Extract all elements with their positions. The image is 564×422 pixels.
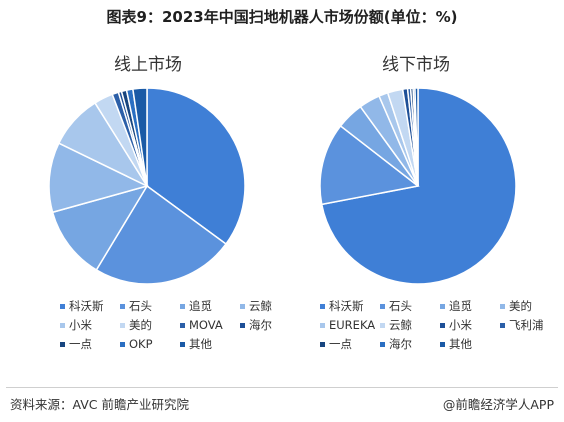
footer-divider xyxy=(6,387,558,388)
offline-legend-swatch-0 xyxy=(320,303,325,309)
online-legend-item-5: 美的 xyxy=(120,317,180,333)
offline-slice-1 xyxy=(319,124,420,206)
offline-legend-swatch-10 xyxy=(440,341,445,347)
offline-legend-swatch-9 xyxy=(380,341,385,347)
offline-market-legend: 科沃斯 石头 追觅 美的 EUREKA 云鲸 小米 飞利浦一点 海尔 其他 xyxy=(320,298,564,352)
online-legend-swatch-9 xyxy=(120,341,125,347)
online-slice-1 xyxy=(95,184,228,285)
online-legend-item-2: 追觅 xyxy=(180,298,240,314)
online-legend-label-9: OKP xyxy=(129,337,153,351)
offline-legend-swatch-6 xyxy=(440,322,445,328)
offline-legend-swatch-7 xyxy=(500,322,505,328)
offline-legend-label-9: 海尔 xyxy=(389,337,412,351)
offline-legend-item-4: EUREKA xyxy=(320,317,380,333)
offline-legend-item-5: 云鲸 xyxy=(380,317,440,333)
online-legend-swatch-7 xyxy=(240,322,245,328)
online-legend-item-3: 云鲸 xyxy=(240,298,300,314)
offline-legend-label-1: 石头 xyxy=(389,299,412,313)
offline-legend-label-2: 追觅 xyxy=(449,299,472,313)
source-note: 资料来源：AVC 前瞻产业研究院 xyxy=(10,397,190,412)
online-legend-label-10: 其他 xyxy=(189,337,212,351)
offline-legend-swatch-3 xyxy=(500,303,505,309)
online-market-title: 线上市场 xyxy=(114,55,182,75)
credit-note: @前瞻经济学人APP xyxy=(442,397,554,412)
offline-legend-label-0: 科沃斯 xyxy=(329,299,364,313)
offline-legend-label-7: 飞利浦 xyxy=(509,318,544,332)
online-legend-label-2: 追觅 xyxy=(189,299,212,313)
offline-legend-item-1: 石头 xyxy=(380,298,440,314)
online-legend-item-9: OKP xyxy=(120,336,180,352)
online-legend-swatch-6 xyxy=(180,322,185,328)
offline-legend-item-3: 美的 xyxy=(500,298,560,314)
online-slice-2 xyxy=(51,184,149,271)
online-legend-label-0: 科沃斯 xyxy=(69,299,104,313)
online-legend-label-7: 海尔 xyxy=(249,318,272,332)
offline-legend-item-9: 海尔 xyxy=(380,336,440,352)
offline-legend-label-6: 小米 xyxy=(449,318,472,332)
online-slice-3 xyxy=(48,142,150,214)
online-legend-label-6: MOVA xyxy=(189,318,223,332)
online-legend-item-8: 一点 xyxy=(60,336,120,352)
online-market-legend: 科沃斯 石头 追觅 云鲸小米 美的 MOVA 海尔一点 OKP 其他 xyxy=(60,298,310,352)
offline-legend-label-10: 其他 xyxy=(449,337,472,351)
online-legend-label-8: 一点 xyxy=(69,337,92,351)
offline-legend-swatch-1 xyxy=(380,303,385,309)
offline-legend-label-3: 美的 xyxy=(509,299,532,313)
online-legend-item-6: MOVA xyxy=(180,317,240,333)
online-slice-0 xyxy=(146,87,246,246)
online-legend-item-0: 科沃斯 xyxy=(60,298,120,314)
online-legend-swatch-10 xyxy=(180,341,185,347)
offline-legend-item-0: 科沃斯 xyxy=(320,298,380,314)
offline-legend-swatch-2 xyxy=(440,303,445,309)
online-legend-item-7: 海尔 xyxy=(240,317,300,333)
online-legend-label-3: 云鲸 xyxy=(249,299,272,313)
online-slice-10 xyxy=(132,87,148,187)
offline-market-title: 线下市场 xyxy=(382,55,450,75)
offline-market-pie xyxy=(319,87,517,285)
offline-slice-10 xyxy=(414,87,419,187)
offline-legend-item-2: 追觅 xyxy=(440,298,500,314)
online-legend-swatch-3 xyxy=(240,303,245,309)
online-legend-label-1: 石头 xyxy=(129,299,152,313)
offline-legend-swatch-8 xyxy=(320,341,325,347)
online-legend-item-1: 石头 xyxy=(120,298,180,314)
offline-legend-item-10: 其他 xyxy=(440,336,500,352)
offline-legend-item-8: 一点 xyxy=(320,336,380,352)
online-legend-item-4: 小米 xyxy=(60,317,120,333)
online-legend-swatch-1 xyxy=(120,303,125,309)
online-legend-swatch-5 xyxy=(120,322,125,328)
chart-title: 图表9：2023年中国扫地机器人市场份额(单位：%) xyxy=(106,8,458,26)
offline-legend-label-8: 一点 xyxy=(329,337,352,351)
offline-legend-label-4: EUREKA xyxy=(329,318,376,332)
offline-legend-item-6: 小米 xyxy=(440,317,500,333)
offline-legend-swatch-5 xyxy=(380,322,385,328)
online-legend-swatch-4 xyxy=(60,322,65,328)
online-legend-label-5: 美的 xyxy=(129,318,152,332)
online-legend-item-10: 其他 xyxy=(180,336,240,352)
online-market-pie xyxy=(48,87,246,285)
online-legend-label-4: 小米 xyxy=(69,318,92,332)
offline-legend-item-7: 飞利浦 xyxy=(500,317,560,333)
online-legend-swatch-0 xyxy=(60,303,65,309)
offline-legend-swatch-4 xyxy=(320,322,325,328)
offline-legend-label-5: 云鲸 xyxy=(389,318,412,332)
online-legend-swatch-8 xyxy=(60,341,65,347)
online-legend-swatch-2 xyxy=(180,303,185,309)
